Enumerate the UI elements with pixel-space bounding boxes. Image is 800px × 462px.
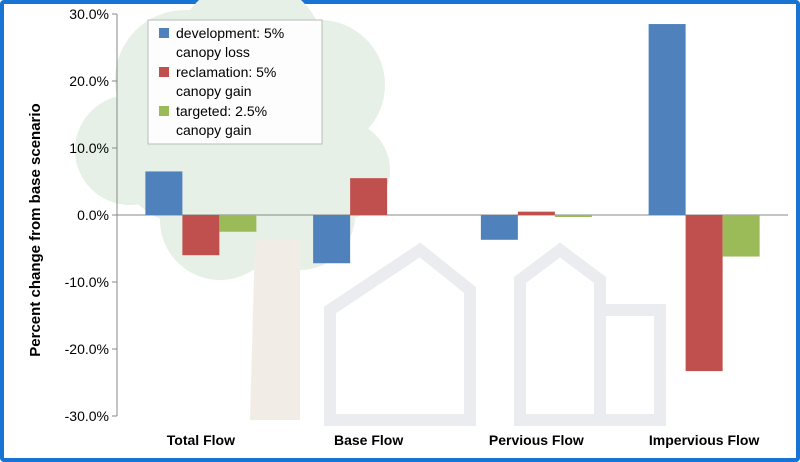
bar — [219, 215, 257, 232]
y-tick-label: 30.0% — [69, 6, 109, 22]
legend-entry-label: targeted: 2.5% — [176, 103, 267, 119]
x-category-label: Base Flow — [334, 432, 403, 448]
x-category-labels: Total Flow Base Flow Pervious Flow Impervio… — [167, 432, 760, 448]
legend: development: 5% canopy loss reclamation: 5… — [147, 19, 323, 145]
legend-entry-label: development: 5% — [176, 25, 284, 41]
legend-box — [147, 19, 323, 145]
y-tick-label: 10.0% — [69, 140, 109, 156]
x-category-label: Total Flow — [167, 432, 235, 448]
bar — [182, 215, 220, 256]
bar — [685, 215, 723, 372]
y-tick-label: -10.0% — [65, 274, 109, 290]
legend-entry-label: canopy gain — [176, 122, 252, 138]
bar — [145, 171, 183, 215]
legend-entry-label: reclamation: 5% — [176, 64, 276, 80]
y-axis-label: Percent change from base scenario — [27, 103, 44, 356]
x-category-label: Impervious Flow — [649, 432, 760, 448]
legend-swatch — [159, 106, 169, 116]
bar — [350, 178, 388, 215]
bar — [313, 215, 351, 264]
x-category-label: Pervious Flow — [489, 432, 584, 448]
y-tick-labels: 30.0% 20.0% 10.0% 0.0% -10.0% -20.0% -30.0% — [65, 6, 117, 424]
house-illustration — [324, 242, 666, 426]
bar — [554, 215, 592, 218]
y-tick-label: 0.0% — [77, 207, 109, 223]
bar — [722, 215, 760, 257]
tree-trunk — [250, 240, 300, 420]
bar — [517, 211, 555, 215]
y-tick-label: -30.0% — [65, 408, 109, 424]
y-tick-label: 20.0% — [69, 73, 109, 89]
bars — [145, 24, 760, 372]
bar — [480, 215, 518, 240]
legend-swatch — [159, 67, 169, 77]
legend-entry-label: canopy loss — [176, 44, 250, 60]
y-tick-label: -20.0% — [65, 341, 109, 357]
legend-swatch — [159, 28, 169, 38]
bar — [648, 24, 686, 215]
legend-entry-label: canopy gain — [176, 83, 252, 99]
